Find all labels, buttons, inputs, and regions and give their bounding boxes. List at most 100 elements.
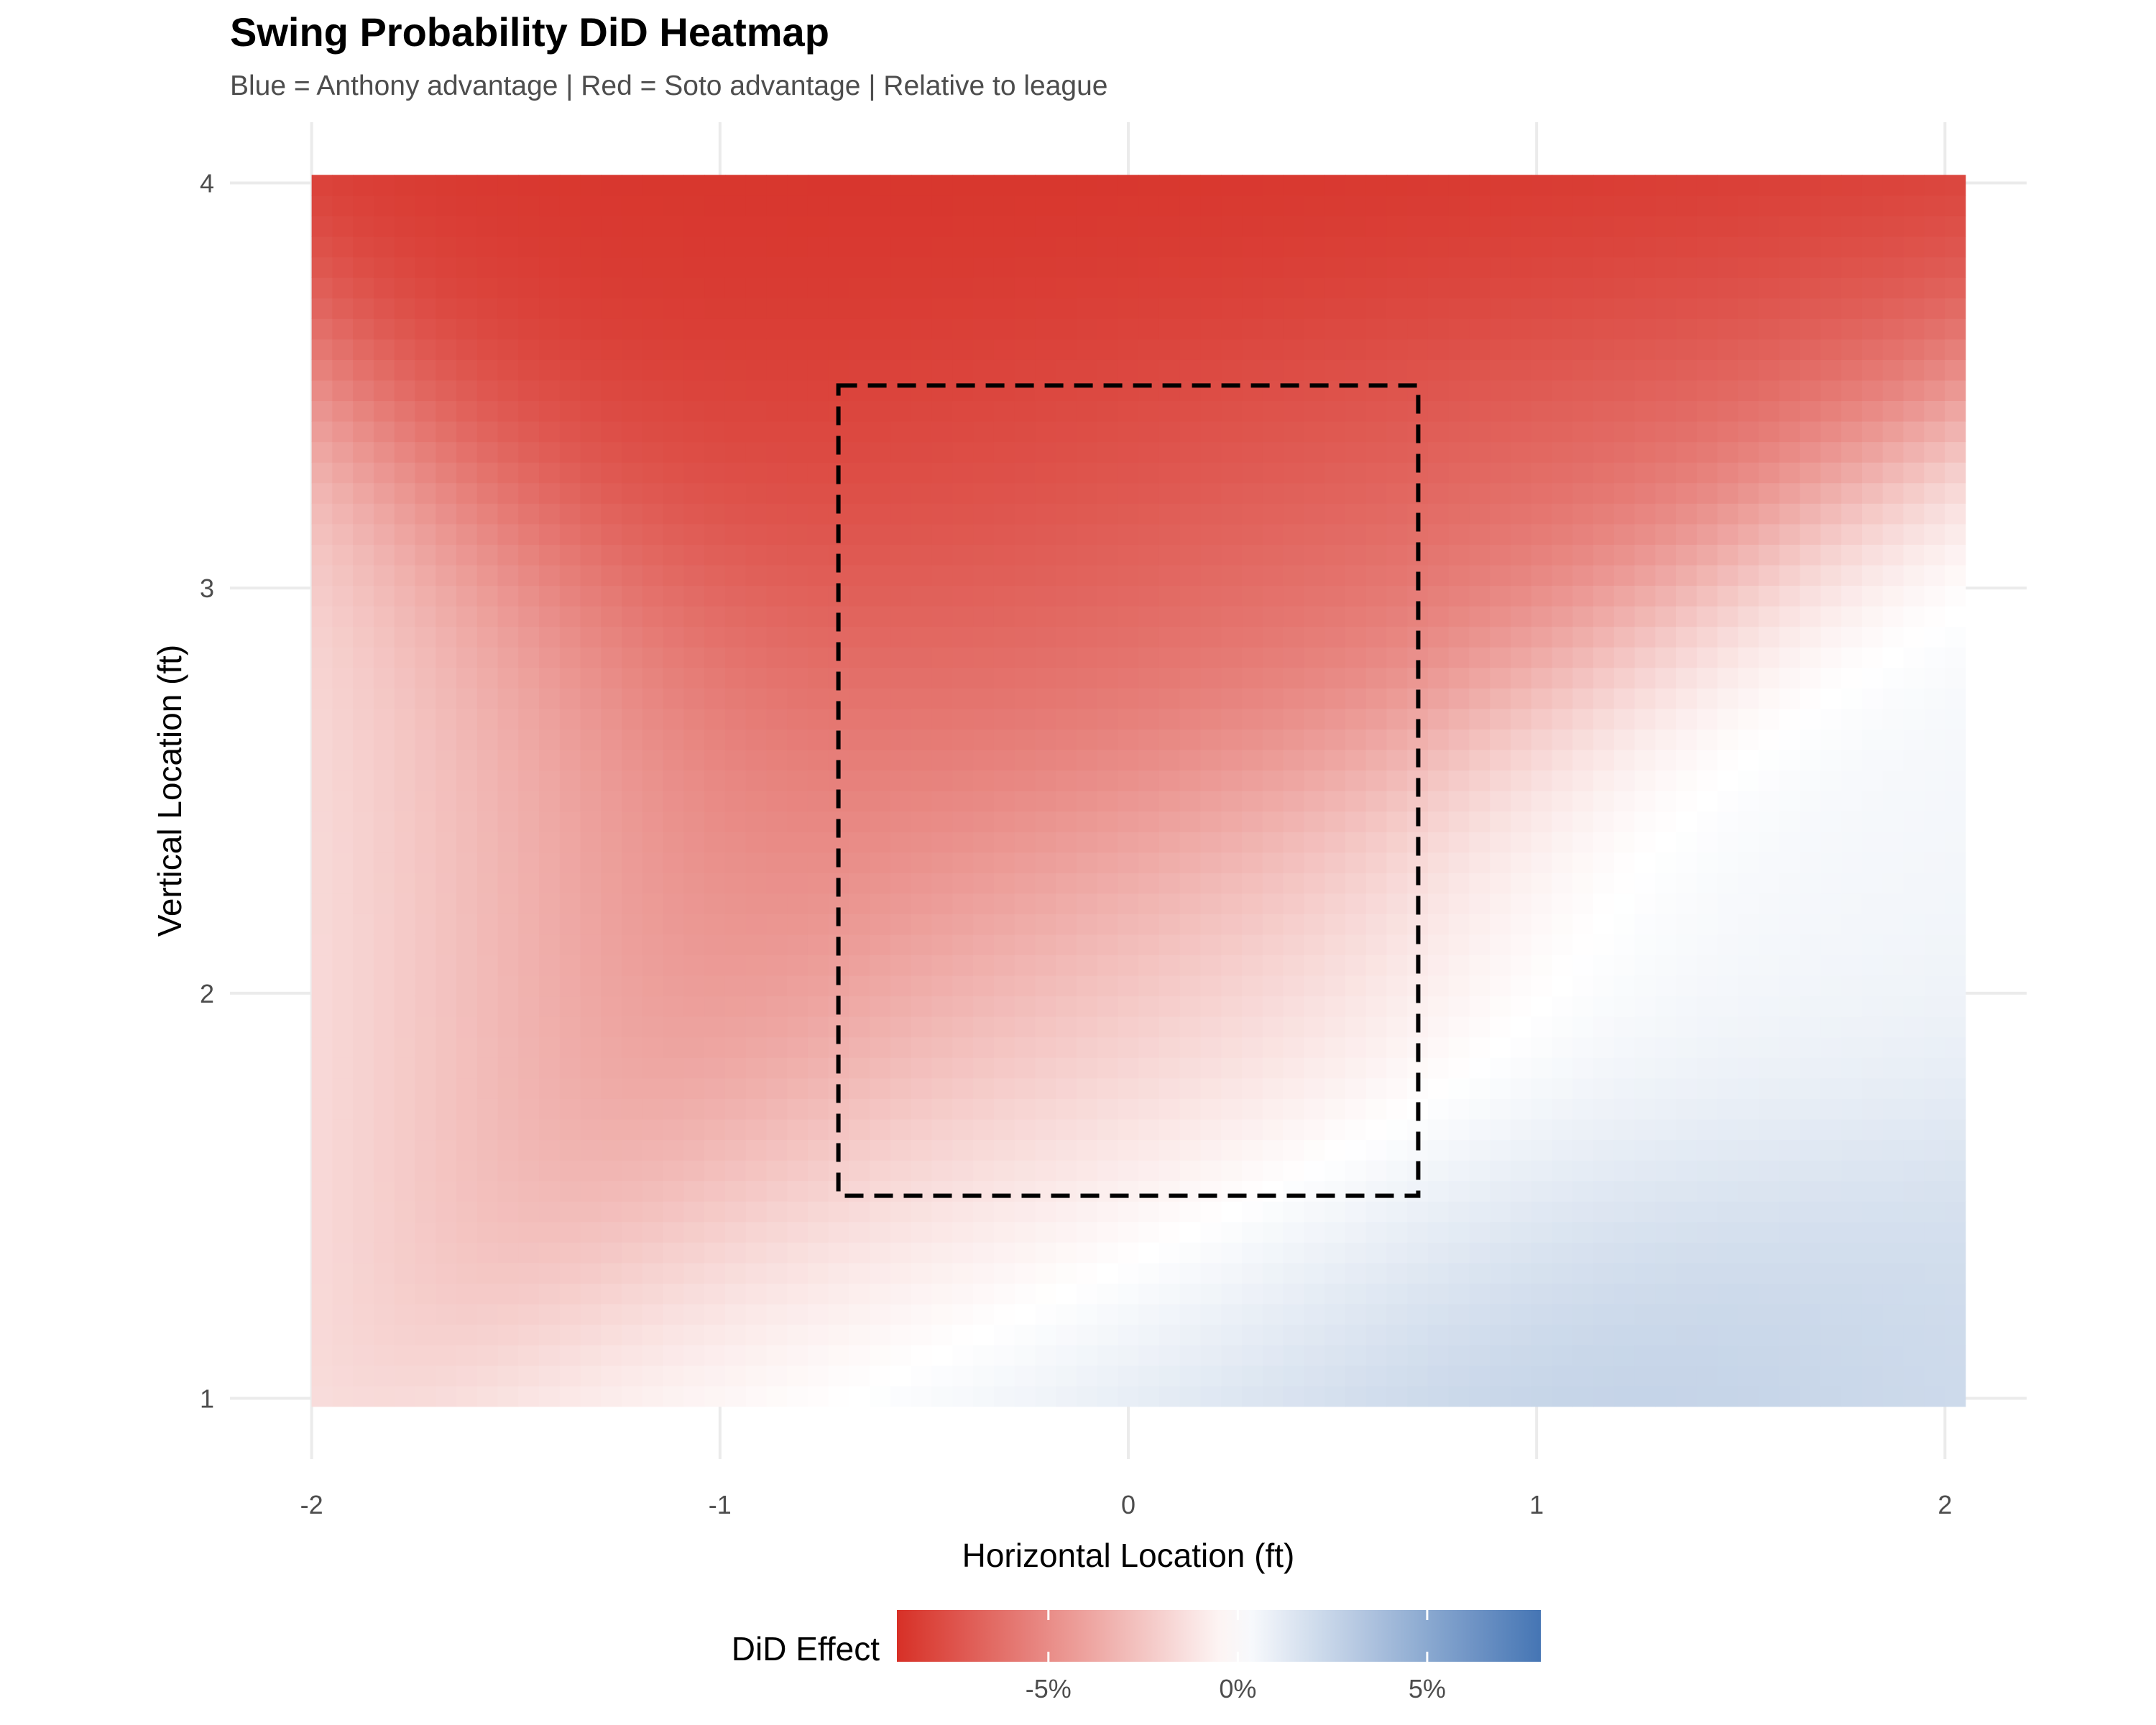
heatmap-cell	[1634, 1303, 1656, 1325]
heatmap-cell	[1903, 544, 1925, 566]
heatmap-cell	[1158, 503, 1181, 525]
heatmap-cell	[745, 1324, 768, 1346]
heatmap-cell	[1593, 1221, 1615, 1243]
heatmap-cell	[1820, 195, 1842, 216]
heatmap-cell	[1882, 257, 1904, 278]
heatmap-cell	[952, 175, 974, 196]
heatmap-cell	[1469, 1386, 1491, 1407]
heatmap-cell	[1696, 1345, 1718, 1366]
heatmap-cell	[931, 1118, 953, 1141]
heatmap-cell	[373, 770, 395, 791]
heatmap-cell	[890, 791, 912, 812]
heatmap-cell	[353, 1283, 374, 1305]
heatmap-cell	[1634, 462, 1656, 484]
heatmap-cell	[1800, 975, 1822, 997]
heatmap-cell	[1738, 934, 1759, 956]
heatmap-cell	[1427, 873, 1450, 894]
heatmap-cell	[497, 1303, 519, 1325]
heatmap-cell	[1283, 1036, 1304, 1058]
heatmap-cell	[787, 1139, 808, 1161]
heatmap-cell	[766, 1160, 788, 1182]
heatmap-cell	[1325, 791, 1346, 812]
heatmap-cell	[1613, 544, 1636, 566]
heatmap-cell	[828, 236, 850, 258]
heatmap-cell	[1076, 482, 1098, 504]
heatmap-cell	[890, 1303, 912, 1325]
heatmap-cell	[807, 1345, 829, 1366]
heatmap-cell	[683, 1118, 705, 1141]
heatmap-cell	[1283, 298, 1304, 319]
heatmap-cell	[1262, 216, 1284, 237]
heatmap-cell	[1427, 1077, 1450, 1099]
heatmap-cell	[311, 236, 333, 258]
heatmap-cell	[1242, 585, 1263, 607]
heatmap-cell	[456, 1345, 478, 1366]
heatmap-cell	[1407, 277, 1429, 299]
heatmap-cell	[1200, 688, 1222, 709]
heatmap-cell	[1945, 175, 1966, 196]
heatmap-cell	[394, 359, 416, 381]
heatmap-cell	[1179, 216, 1202, 237]
heatmap-cell	[1634, 216, 1656, 237]
heatmap-cell	[1531, 1036, 1553, 1058]
heatmap-cell	[1242, 647, 1263, 668]
heatmap-cell	[683, 1283, 705, 1305]
heatmap-cell	[890, 1139, 912, 1161]
heatmap-cell	[1572, 1077, 1594, 1099]
heatmap-cell	[1903, 318, 1925, 340]
heatmap-cell	[1882, 236, 1904, 258]
heatmap-cell	[890, 523, 912, 545]
heatmap-cell	[1655, 688, 1677, 709]
heatmap-cell	[1676, 1139, 1697, 1161]
heatmap-cell	[1593, 729, 1615, 750]
heatmap-cell	[683, 605, 705, 627]
heatmap-cell	[539, 811, 561, 832]
heatmap-cell	[1759, 503, 1780, 525]
heatmap-cell	[580, 647, 602, 668]
heatmap-cell	[1427, 1160, 1450, 1182]
heatmap-cell	[1924, 1242, 1945, 1264]
heatmap-cell	[394, 729, 416, 750]
heatmap-cell	[1138, 626, 1160, 648]
heatmap-cell	[1613, 564, 1636, 586]
heatmap-cell	[1386, 482, 1408, 504]
heatmap-cell	[1552, 749, 1573, 771]
heatmap-cell	[787, 1118, 808, 1141]
heatmap-cell	[1097, 462, 1119, 484]
heatmap-cell	[724, 175, 747, 196]
heatmap-cell	[353, 1324, 374, 1346]
heatmap-cell	[1882, 503, 1904, 525]
heatmap-cell	[1552, 1036, 1573, 1058]
heatmap-cell	[1676, 216, 1697, 237]
heatmap-cell	[1056, 995, 1077, 1017]
heatmap-cell	[622, 1098, 643, 1120]
heatmap-cell	[1035, 954, 1056, 976]
heatmap-cell	[1717, 914, 1738, 935]
heatmap-cell	[1158, 995, 1181, 1017]
heatmap-cell	[1345, 667, 1367, 689]
heatmap-cell	[745, 277, 768, 299]
heatmap-cell	[1655, 975, 1677, 997]
heatmap-cell	[1738, 482, 1759, 504]
heatmap-cell	[1056, 708, 1077, 730]
heatmap-cell	[476, 1345, 499, 1366]
heatmap-cell	[870, 1221, 891, 1243]
heatmap-cell	[931, 1139, 953, 1161]
heatmap-cell	[539, 667, 561, 689]
heatmap-cell	[704, 749, 726, 771]
heatmap-cell	[1304, 1118, 1325, 1141]
heatmap-cell	[1056, 770, 1077, 791]
heatmap-cell	[353, 1160, 374, 1182]
heatmap-cell	[539, 1262, 561, 1284]
heatmap-cell	[1097, 647, 1119, 668]
heatmap-cell	[1613, 359, 1636, 381]
heatmap-cell	[1800, 503, 1822, 525]
heatmap-cell	[1903, 1139, 1925, 1161]
heatmap-cell	[704, 647, 726, 668]
heatmap-cell	[1738, 647, 1759, 668]
heatmap-cell	[807, 1098, 829, 1120]
heatmap-cell	[1221, 503, 1243, 525]
heatmap-cell	[787, 626, 808, 648]
heatmap-cell	[1158, 1077, 1181, 1099]
heatmap-cell	[559, 749, 581, 771]
